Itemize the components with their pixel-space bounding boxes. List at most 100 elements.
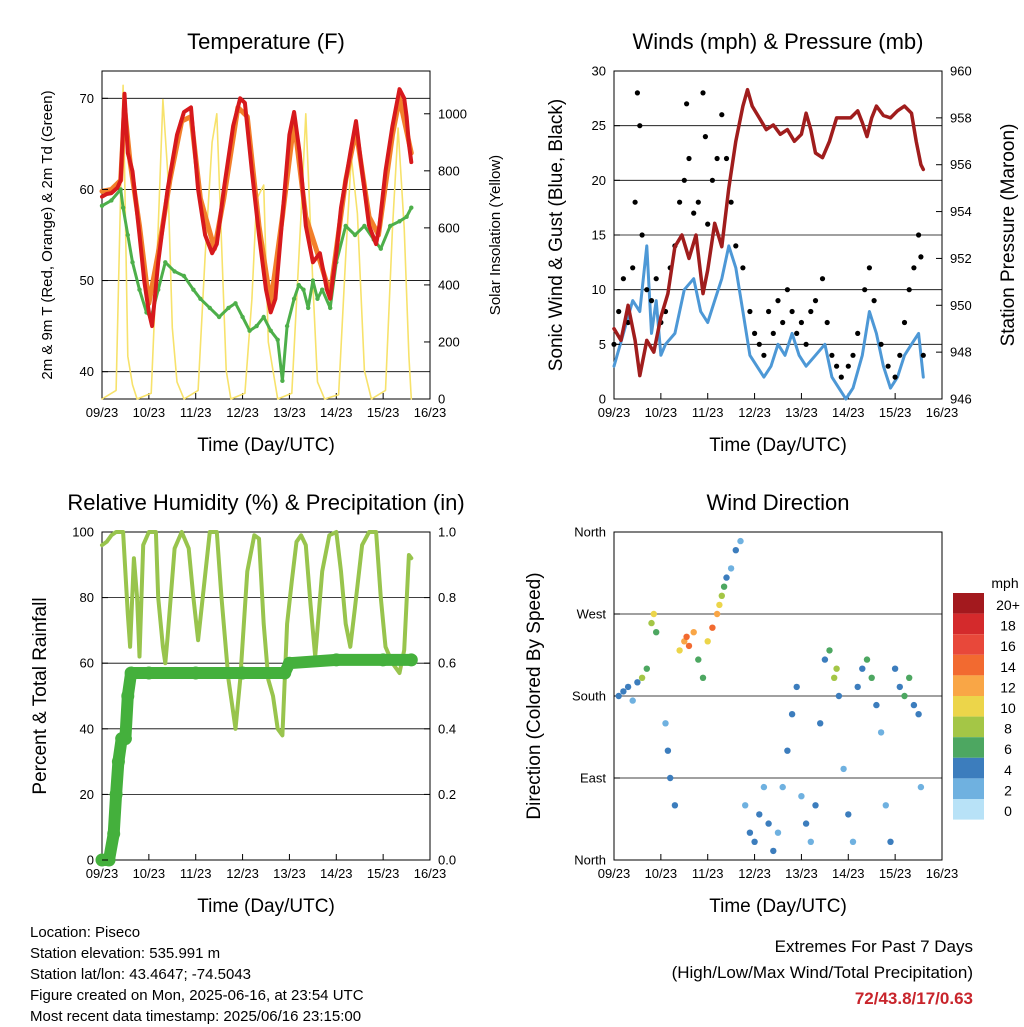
precipitation-point <box>124 666 138 680</box>
gust-point <box>695 199 701 205</box>
gust-point <box>911 265 917 271</box>
dewpoint-point <box>352 232 358 238</box>
dewpoint-point <box>261 314 266 320</box>
y2-tick-label: 950 <box>950 298 972 313</box>
legend-label: 16 <box>1000 638 1016 654</box>
direction-point <box>732 547 739 554</box>
plot-frame <box>101 531 431 861</box>
elevation-text: Station elevation: 535.991 m <box>30 945 221 962</box>
x-tick-label: 13/23 <box>785 405 818 420</box>
direction-point <box>620 688 627 695</box>
gust-point <box>871 298 877 304</box>
dewpoint-point <box>301 287 306 292</box>
direction-point <box>676 647 683 654</box>
legend-label: 8 <box>1004 721 1012 737</box>
direction-point <box>737 537 744 545</box>
gust-point <box>906 287 912 293</box>
gust-point <box>784 287 791 293</box>
direction-point <box>793 683 800 691</box>
dewpoint-point <box>280 378 285 383</box>
y-tick-label: 20 <box>592 173 606 188</box>
gust-point <box>637 123 643 129</box>
dewpoint-point <box>275 337 280 342</box>
direction-point <box>746 829 754 836</box>
humidity-precip-panel: 09/23 10/23 11/23 12/23 13/23 14/23 15/23 16/23… <box>30 490 465 917</box>
direction-point <box>634 679 641 686</box>
x-tick-label: 11/23 <box>180 866 212 881</box>
direction-point <box>723 574 730 581</box>
x-tick-label: 12/23 <box>738 866 771 881</box>
direction-point <box>910 701 918 709</box>
direction-point <box>906 674 913 681</box>
gust-point <box>632 199 638 205</box>
gust-point <box>812 298 819 304</box>
x-tick-label: 10/23 <box>645 866 678 881</box>
x-tick-label: 14/23 <box>832 405 865 420</box>
direction-point <box>653 629 660 636</box>
direction-point <box>877 729 885 736</box>
direction-point <box>831 674 838 681</box>
direction-point <box>887 838 894 845</box>
y-tick-label: 40 <box>80 721 94 736</box>
legend-swatch <box>953 675 984 696</box>
direction-point <box>826 647 833 654</box>
direction-point <box>849 838 857 845</box>
y-tick-label: 15 <box>592 228 606 243</box>
dewpoint-point <box>378 246 383 251</box>
direction-point <box>833 665 840 672</box>
gust-point <box>770 330 776 336</box>
gust-point <box>653 276 659 282</box>
dewpoint-point <box>284 323 290 329</box>
dewpoint-point <box>99 203 105 208</box>
precipitation-point <box>282 656 296 670</box>
gust-point <box>761 352 767 358</box>
x-tick-label: 15/23 <box>367 405 400 420</box>
gust-point <box>709 177 716 183</box>
precipitation-point <box>142 666 156 680</box>
location-text: Location: Piseco <box>30 924 141 941</box>
y2-tick-label: 952 <box>950 251 972 266</box>
y-axis-label: Sonic Wind & Gust (Blue, Black) <box>546 99 567 371</box>
precipitation-point <box>121 689 135 703</box>
direction-point <box>840 765 847 773</box>
y-tick-label: 0 <box>87 853 94 868</box>
direction-point <box>709 624 716 631</box>
dewpoint-point <box>191 287 196 292</box>
gust-point <box>794 330 800 336</box>
x-tick-label: 16/23 <box>414 405 447 420</box>
y-tick-label: 25 <box>592 118 606 133</box>
dewpoint-point <box>388 223 393 229</box>
y-tick-label: 0 <box>599 392 606 407</box>
gust-point <box>733 243 739 249</box>
x-tick-label: 16/23 <box>926 866 959 881</box>
chart-title: Relative Humidity (%) & Precipitation (i… <box>67 490 464 515</box>
x-tick-label: 11/23 <box>692 405 724 420</box>
gust-point <box>625 319 631 326</box>
direction-point <box>873 701 880 709</box>
direction-point <box>765 820 772 827</box>
precipitation-point <box>278 666 292 680</box>
gust-point <box>918 254 924 260</box>
gust-point <box>648 298 655 304</box>
dewpoint-point <box>310 278 316 283</box>
legend-label: 14 <box>1000 659 1016 675</box>
direction-point <box>891 665 899 672</box>
dewpoint-point <box>362 223 367 229</box>
y-tick-label: 60 <box>80 656 94 671</box>
direction-point <box>720 583 728 590</box>
gust-point <box>747 308 753 315</box>
gust-point <box>740 265 746 271</box>
x-axis-label: Time (Day/UTC) <box>709 435 847 456</box>
gust-point <box>634 90 641 96</box>
direction-point <box>650 610 657 618</box>
precipitation-point <box>111 755 125 769</box>
dewpoint-point <box>130 260 135 265</box>
gust-point <box>838 374 844 380</box>
y2-tick-label: 1.0 <box>438 525 456 540</box>
dewpoint-point <box>291 296 297 301</box>
x-tick-label: 11/23 <box>692 866 724 881</box>
gust-point <box>677 199 683 205</box>
precipitation-point <box>109 787 123 801</box>
direction-point <box>615 692 622 700</box>
